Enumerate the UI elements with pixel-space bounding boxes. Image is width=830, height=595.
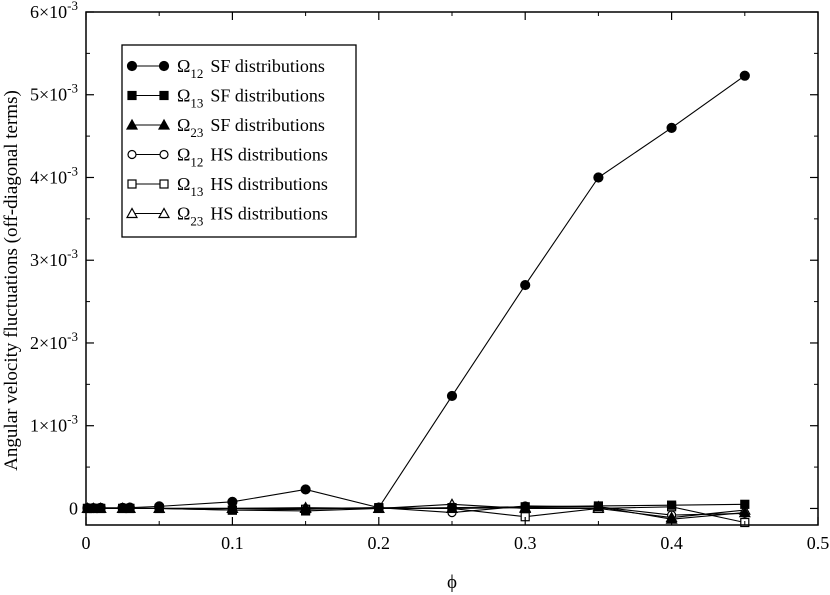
legend-item: Ω23 HS distributions [125,204,328,229]
data-point [300,484,311,495]
data-point [592,500,605,512]
data-point [226,502,239,514]
y-tick-label: 1×10-3 [30,412,78,436]
legend-marker [125,118,139,130]
legend-symbol: Ω [177,86,190,106]
y-tick-exponent: -3 [67,163,78,178]
data-point [95,502,106,513]
x-tick-label: 0.1 [221,533,244,553]
legend-marker [157,118,171,130]
x-tick-label: 0.5 [807,533,830,553]
data-point [593,172,604,183]
legend-item: Ω23 SF distributions [125,115,325,140]
legend-label: Ω13 HS distributions [177,174,328,199]
y-tick-label: 4×10-3 [30,163,78,187]
legend-symbol: Ω [177,174,190,194]
y-tick-label: 2×10-3 [30,329,78,353]
data-point [666,500,677,510]
legend-marker [127,149,137,160]
legend-marker [127,90,137,101]
y-tick-label: 3×10-3 [30,246,78,270]
x-tick-label: 0.3 [514,533,537,553]
data-point [446,390,458,402]
data-point [299,501,312,513]
y-tick-exponent: -3 [67,246,78,261]
legend-label: Ω12 SF distributions [177,56,325,81]
legend-marker [159,149,169,160]
y-tick-label: 5×10-3 [30,81,78,105]
y-tick-label: 6×10-3 [30,0,78,22]
data-point [520,279,531,291]
y-tick-mantissa: 1×10 [30,416,67,436]
y-tick-mantissa: 4×10 [30,167,67,187]
series-layer [81,70,751,528]
legend-symbol: Ω [177,145,190,165]
legend-box [121,44,357,238]
legend-text: SF distributions [210,56,325,76]
legend-label: Ω12 HS distributions [177,145,328,170]
data-point [154,501,165,512]
legend-marker [159,179,169,189]
y-tick-mantissa: 2×10 [30,333,67,353]
x-axis-title: ϕ [447,572,457,593]
legend-text: HS distributions [210,204,328,224]
legend-subscript: 12 [190,66,203,81]
data-point [445,502,459,514]
legend-text: HS distributions [210,174,328,194]
y-tick-mantissa: 0 [69,498,78,518]
axis-ticks: 0 0.1 0.2 0.3 0.4 0.501×10-32×10-33×10-34×10-… [30,0,829,553]
data-point [124,502,136,513]
legend-text: SF distributions [210,115,325,135]
data-point [227,496,238,507]
legend-label: Ω23 SF distributions [177,115,325,140]
legend-label: Ω23 HS distributions [177,204,328,229]
legend-subscript: 23 [190,125,203,140]
legend-subscript: 12 [190,155,203,170]
legend-marker [126,60,138,72]
legend-marker [157,207,171,219]
legend-item: Ω12 HS distributions [127,145,328,170]
legend-item: Ω13 HS distributions [127,174,328,199]
legend-label: Ω13 SF distributions [177,86,325,111]
y-tick-exponent: -3 [67,0,78,13]
y-tick-exponent: -3 [67,81,78,96]
y-tick-exponent: -3 [67,329,78,344]
x-tick-label: 0.4 [660,533,683,553]
legend-marker [127,179,137,189]
data-point [373,502,384,513]
legend-item: Ω12 SF distributions [126,56,325,81]
data-point [519,501,532,513]
data-point [738,506,751,518]
x-tick-label: 0.2 [368,533,391,553]
x-tick-label: 0 [82,533,91,553]
data-point [666,122,677,133]
legend-subscript: 13 [190,96,203,111]
y-tick-mantissa: 3×10 [30,250,67,270]
legend-subscript: 13 [190,184,203,199]
legend-symbol: Ω [177,115,190,135]
legend-marker [159,90,169,101]
series-circle-filled [82,70,750,514]
y-tick-label: 0 [69,498,78,518]
legend-marker [125,207,139,219]
legend-symbol: Ω [177,204,190,224]
data-point [739,70,750,81]
legend-text: HS distributions [210,145,328,165]
legend-item: Ω13 SF distributions [127,86,325,111]
legend-symbol: Ω [177,56,190,76]
legend-subscript: 23 [190,214,203,229]
y-tick-exponent: -3 [67,412,78,427]
legend-text: SF distributions [210,86,325,106]
y-tick-mantissa: 6×10 [30,2,67,22]
legend-marker [158,60,170,72]
y-axis-title: Angular velocity fluctuations (off-diago… [1,90,22,471]
y-tick-mantissa: 5×10 [30,85,67,105]
